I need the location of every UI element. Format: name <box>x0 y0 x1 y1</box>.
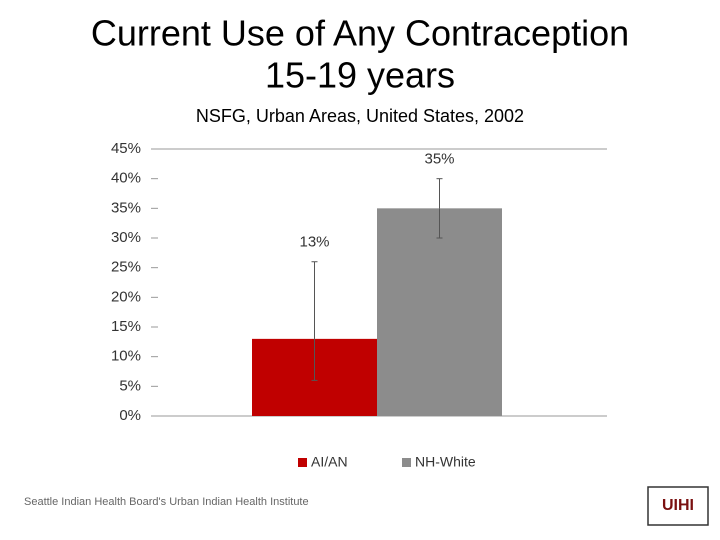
legend-swatch <box>402 458 411 467</box>
logo <box>647 486 709 526</box>
y-tick-label: 20% <box>111 288 141 305</box>
y-tick-label: 45% <box>111 140 141 157</box>
y-tick-label: 0% <box>119 407 141 424</box>
value-label: 13% <box>299 234 329 251</box>
y-tick-label: 5% <box>119 377 141 394</box>
chart-area <box>103 130 607 480</box>
y-tick-label: 35% <box>111 199 141 216</box>
y-tick-label: 15% <box>111 318 141 335</box>
legend-label: NH-White <box>415 454 476 470</box>
bar <box>377 208 502 416</box>
legend-label: AI/AN <box>311 454 348 470</box>
subtitle: NSFG, Urban Areas, United States, 2002 <box>196 106 524 126</box>
logo-text: UIHI <box>662 497 694 514</box>
legend-swatch <box>298 458 307 467</box>
footer: Seattle Indian Health Board's Urban Indi… <box>24 496 309 508</box>
y-tick-label: 10% <box>111 348 141 365</box>
title-line: Current Use of Any Contraception <box>91 13 629 54</box>
title-line: 15-19 years <box>265 55 455 96</box>
y-tick-label: 30% <box>111 229 141 246</box>
y-tick-label: 40% <box>111 170 141 187</box>
value-label: 35% <box>424 151 454 168</box>
y-tick-label: 25% <box>111 259 141 276</box>
